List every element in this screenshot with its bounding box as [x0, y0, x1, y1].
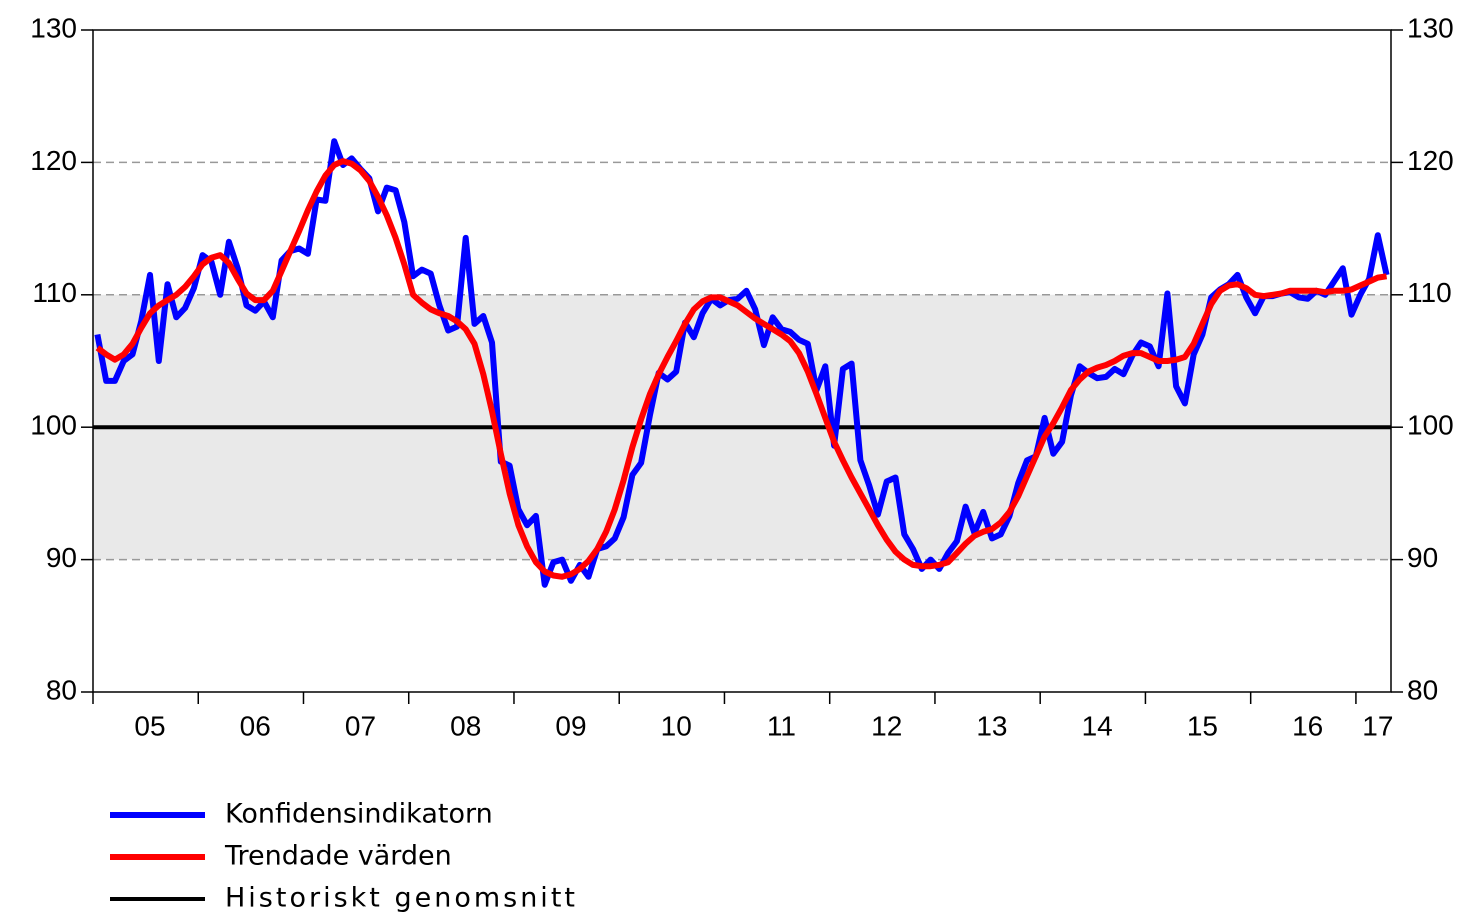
x-tick-label: 05	[134, 710, 165, 741]
x-tick-label: 15	[1187, 710, 1218, 741]
y-tick-label: 100	[30, 410, 77, 441]
x-tick-label: 10	[661, 710, 692, 741]
y2-tick-label: 90	[1407, 542, 1438, 573]
x-tick-label: 16	[1292, 710, 1323, 741]
series-line	[95, 158, 1388, 580]
series-line	[94, 138, 1390, 588]
x-tick-label: 09	[555, 710, 586, 741]
plot-frame	[92, 29, 1392, 693]
legend-label: Historiskt genomsnitt	[225, 883, 578, 914]
x-tick-label: 13	[976, 710, 1007, 741]
y2-tick-label: 80	[1407, 674, 1438, 705]
x-tick-label: 12	[871, 710, 902, 741]
y-tick-label: 130	[30, 12, 77, 43]
x-tick-label: 07	[345, 710, 376, 741]
y2-tick-label: 110	[1407, 277, 1452, 308]
y2-tick-label: 130	[1407, 12, 1454, 43]
legend-label: Konfidensindikatorn	[225, 799, 493, 830]
x-tick-label: 06	[240, 710, 271, 741]
x-tick-label: 08	[450, 710, 481, 741]
legend-label: Trendade värden	[224, 841, 452, 872]
y2-tick-label: 100	[1407, 410, 1454, 441]
y-tick-label: 110	[32, 277, 77, 308]
x-tick-label: 14	[1082, 710, 1113, 741]
x-tick-label: 17	[1362, 710, 1393, 741]
y-tick-label: 80	[46, 674, 77, 705]
y2-tick-label: 120	[1407, 145, 1454, 176]
y-tick-label: 120	[30, 145, 77, 176]
x-tick-label: 11	[767, 710, 796, 741]
y-tick-label: 90	[46, 542, 77, 573]
